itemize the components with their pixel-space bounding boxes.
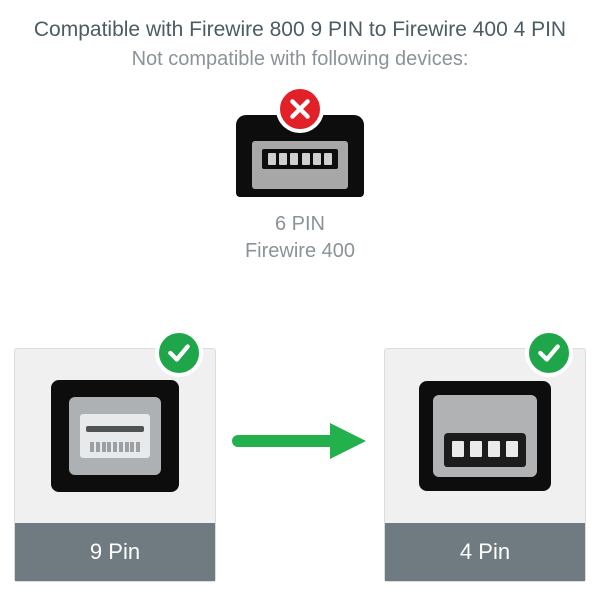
title: Compatible with Firewire 800 9 PIN to Fi… [0,0,600,48]
incompat-label-1: 6 PIN [245,211,355,238]
card-4pin-label: 4 Pin [385,523,585,581]
port-4pin [419,381,551,491]
card-9pin-label: 9 Pin [15,523,215,581]
x-icon [287,96,313,122]
check-badge-left [155,329,203,377]
incompatible-section: 6 PIN Firewire 400 [0,85,600,265]
check-icon [166,340,192,366]
card-4pin: 4 Pin [384,348,586,582]
x-badge [276,85,324,133]
check-icon [536,340,562,366]
compatible-row: 9 Pin 4 Pin [0,348,600,582]
incompat-label-2: Firewire 400 [245,238,355,265]
incompat-label: 6 PIN Firewire 400 [245,211,355,265]
arrow-icon [232,419,368,463]
arrow [216,348,384,582]
card-9pin: 9 Pin [14,348,216,582]
check-badge-right [525,329,573,377]
port-9pin [51,380,179,492]
subtitle: Not compatible with following devices: [0,48,600,83]
